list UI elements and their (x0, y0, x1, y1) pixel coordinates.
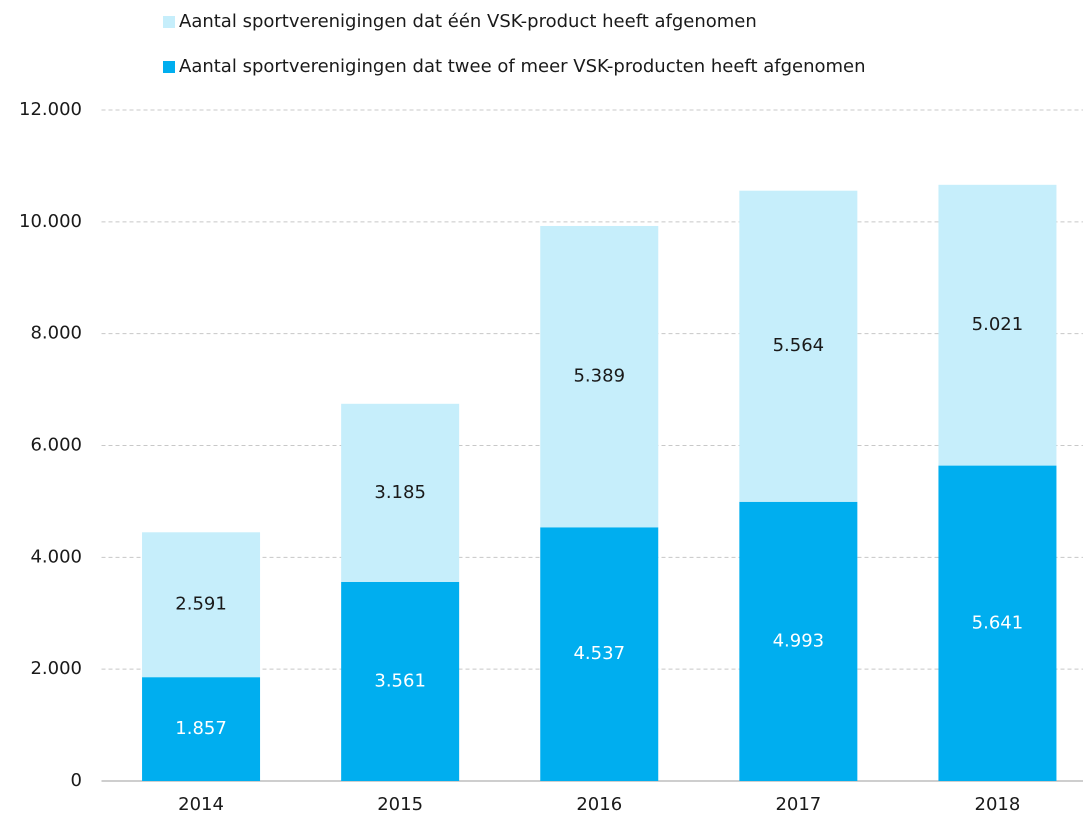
y-tick-label: 4.000 (30, 546, 82, 567)
y-tick-label: 0 (71, 770, 82, 791)
y-tick-label: 6.000 (30, 435, 82, 456)
value-label: 5.641 (972, 612, 1024, 633)
x-tick-label: 2015 (377, 794, 423, 815)
x-tick-label: 2016 (576, 794, 622, 815)
x-tick-label: 2017 (775, 794, 821, 815)
value-label: 5.564 (773, 335, 825, 356)
bar-segment (739, 190, 858, 502)
y-tick-label: 8.000 (30, 323, 82, 344)
bar-segment (938, 184, 1057, 466)
bar-segment (540, 527, 659, 781)
x-tick-label: 2018 (975, 794, 1021, 815)
legend-label: Aantal sportverenigingen dat twee of mee… (179, 56, 866, 77)
value-label: 3.561 (374, 670, 426, 691)
bar-segment (540, 225, 659, 528)
bar-segment (739, 501, 858, 781)
bar-segment (341, 581, 460, 781)
bar-segment (142, 677, 261, 781)
legend-swatch (163, 61, 175, 73)
bar-segment (142, 532, 261, 678)
legend-label: Aantal sportverenigingen dat één VSK-pro… (179, 11, 757, 32)
bar-segment (938, 465, 1057, 781)
value-label: 5.021 (972, 314, 1024, 335)
value-label: 5.389 (573, 366, 625, 387)
value-label: 1.857 (175, 718, 227, 739)
x-tick-label: 2014 (178, 794, 224, 815)
value-label: 4.993 (773, 630, 825, 651)
value-label: 3.185 (374, 482, 426, 503)
bar-segment (341, 403, 460, 582)
y-tick-label: 10.000 (19, 211, 82, 232)
value-label: 2.591 (175, 594, 227, 615)
y-tick-label: 2.000 (30, 658, 82, 679)
legend-swatch (163, 16, 175, 28)
y-tick-label: 12.000 (19, 99, 82, 120)
value-label: 4.537 (573, 643, 625, 664)
